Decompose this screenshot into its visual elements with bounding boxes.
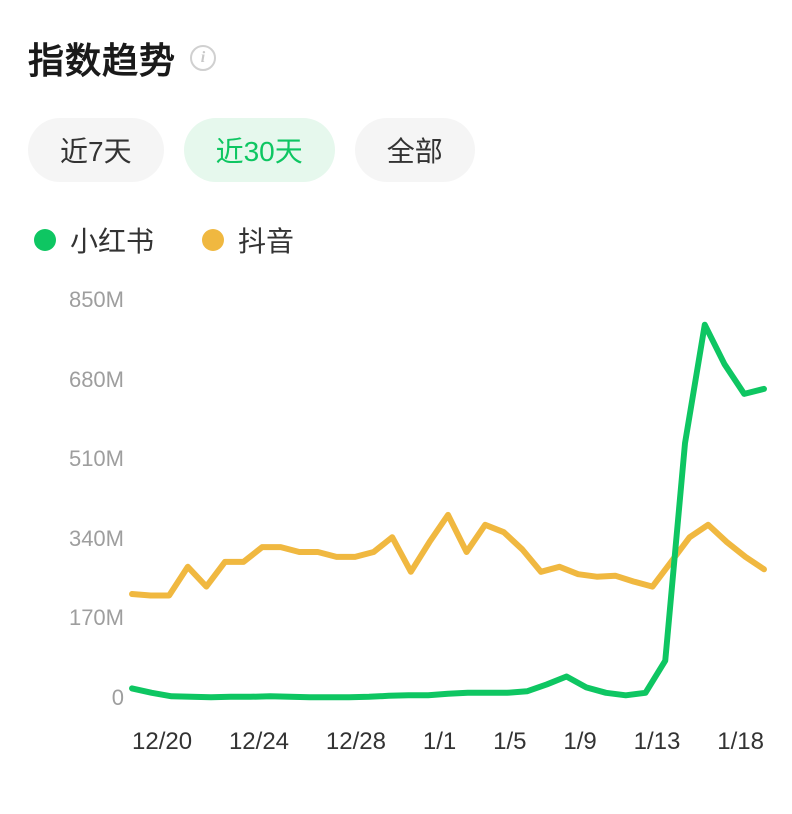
chart-legend: 小红书 抖音 <box>28 220 764 260</box>
x-tick: 1/5 <box>493 728 526 756</box>
chart-area: 850M 680M 510M 340M 170M 0 12/20 12/24 1… <box>28 300 764 756</box>
tab-7days[interactable]: 近7天 <box>28 118 164 182</box>
y-tick: 850M <box>28 289 124 311</box>
x-axis: 12/20 12/24 12/28 1/1 1/5 1/9 1/13 1/18 <box>132 728 764 756</box>
y-axis: 850M 680M 510M 340M 170M 0 <box>28 300 124 720</box>
legend-item-xiaohongshu[interactable]: 小红书 <box>34 220 154 260</box>
x-tick: 1/9 <box>563 728 596 756</box>
header: 指数趋势 i <box>28 32 764 84</box>
legend-dot-icon <box>202 229 224 251</box>
y-tick: 510M <box>28 448 124 470</box>
x-tick: 1/1 <box>423 728 456 756</box>
legend-label: 抖音 <box>238 220 294 260</box>
x-tick: 12/24 <box>229 728 289 756</box>
x-tick: 1/18 <box>717 728 764 756</box>
line-xiaohongshu <box>132 325 764 698</box>
time-range-tabs: 近7天 近30天 全部 <box>28 118 764 182</box>
chart-plot <box>132 300 764 720</box>
legend-item-douyin[interactable]: 抖音 <box>202 220 294 260</box>
x-tick: 12/20 <box>132 728 192 756</box>
y-tick: 0 <box>28 687 124 709</box>
x-tick: 1/13 <box>634 728 681 756</box>
chart-svg <box>132 300 764 720</box>
y-tick: 170M <box>28 607 124 629</box>
page-title: 指数趋势 <box>28 32 176 84</box>
info-icon[interactable]: i <box>190 45 216 71</box>
legend-dot-icon <box>34 229 56 251</box>
tab-30days[interactable]: 近30天 <box>184 118 335 182</box>
y-tick: 680M <box>28 369 124 391</box>
line-douyin <box>132 515 764 596</box>
legend-label: 小红书 <box>70 220 154 260</box>
x-tick: 12/28 <box>326 728 386 756</box>
y-tick: 340M <box>28 528 124 550</box>
tab-all[interactable]: 全部 <box>355 118 475 182</box>
